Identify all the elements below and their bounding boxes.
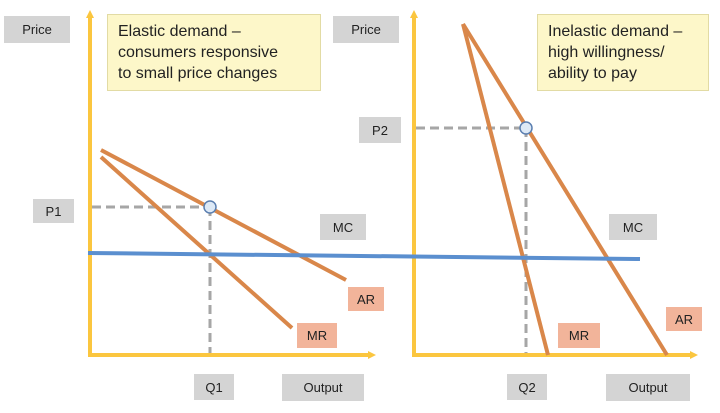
right-equilibrium-point [519, 121, 533, 135]
right-p2-label: P2 [359, 117, 401, 143]
right-ar-label: AR [666, 307, 702, 331]
left-output-axis-label: Output [282, 374, 364, 401]
right-ar-curve [461, 22, 669, 357]
left-mr-label: MR [297, 323, 337, 348]
right-q2-label: Q2 [507, 374, 547, 400]
left-p1-label: P1 [33, 199, 74, 223]
right-inelastic-note: Inelastic demand – high willingness/ abi… [537, 14, 709, 91]
left-mc-label: MC [320, 214, 366, 240]
mc-line [87, 251, 641, 261]
left-price-axis-label: Price [4, 16, 70, 43]
right-mr-label: MR [558, 323, 600, 348]
right-mc-label: MC [609, 214, 657, 240]
left-ar-label: AR [348, 287, 384, 311]
right-price-axis-label: Price [333, 16, 399, 43]
left-q1-label: Q1 [194, 374, 234, 400]
left-elastic-note: Elastic demand – consumers responsive to… [107, 14, 321, 91]
left-ar-curve [100, 148, 347, 282]
left-mr-curve [99, 155, 294, 330]
right-output-axis-label: Output [606, 374, 690, 401]
left-equilibrium-point [203, 200, 217, 214]
right-mr-curve [461, 23, 550, 356]
